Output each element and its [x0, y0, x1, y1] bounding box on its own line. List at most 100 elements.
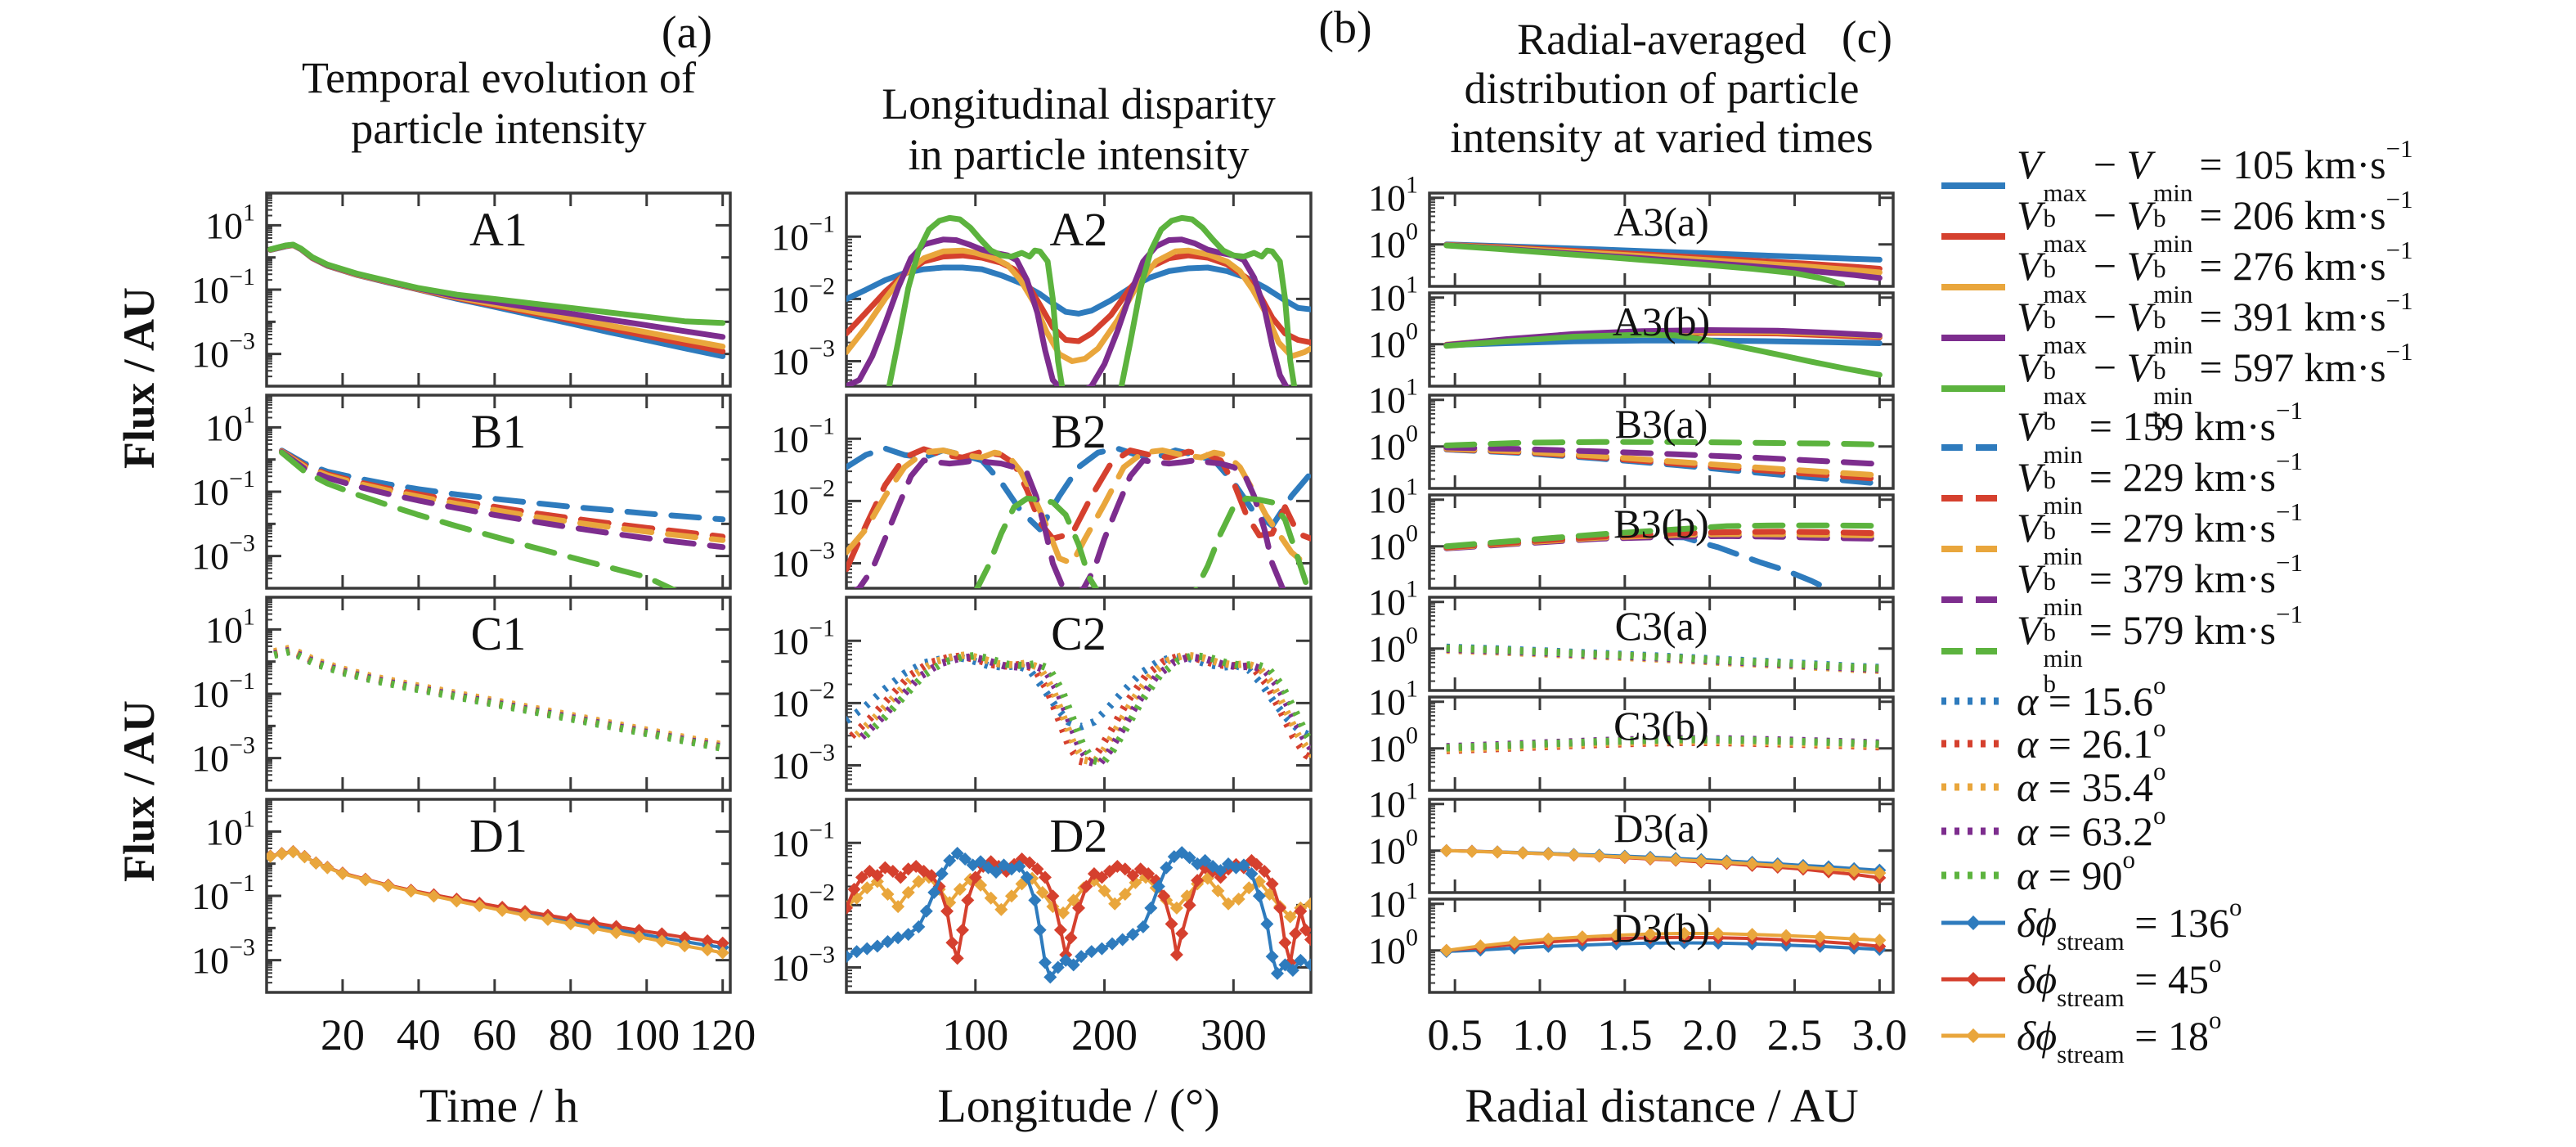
title-column-b: Longitudinal disparity in particle inten…	[801, 79, 1357, 180]
legend-sample-marker-icon	[1941, 972, 2005, 987]
xtick-label-c-2: 1.5	[1597, 1010, 1653, 1059]
ytick-label: 10−1	[771, 412, 835, 460]
series-A1-green	[267, 241, 726, 326]
legend-entry-11: α = 26.1o	[1940, 713, 2166, 769]
panel-D1-chart: 101 10−1 10−3 D1	[191, 798, 732, 994]
panel-label-D3a: D3(a)	[1613, 805, 1709, 851]
ytick-label: 100	[1368, 520, 1418, 568]
xtick-label-a-1: 40	[396, 1010, 441, 1059]
legend-entry-14: α = 90o	[1940, 845, 2135, 901]
ytick-label: 101	[1368, 474, 1418, 521]
xtick-label-b-0: 100	[942, 1010, 1009, 1059]
panel-label-B3b: B3(b)	[1613, 501, 1709, 547]
series-B1-green	[279, 449, 678, 588]
panel-group-label-b: (b)	[1318, 2, 1372, 53]
ytick-label: 101	[205, 199, 255, 246]
ytick-label: 10−3	[191, 732, 255, 780]
panel-B2-chart: 10−1 10−2 10−3 B2	[771, 394, 1313, 590]
title-b-line1: Longitudinal disparity	[882, 79, 1276, 128]
panel-label-B3a: B3(a)	[1615, 401, 1708, 447]
ytick-label: 10−3	[771, 335, 835, 383]
panel-label-B2: B2	[1051, 405, 1106, 458]
series-A2-purple	[846, 236, 1290, 386]
legend-label-10: α = 15.6o	[2017, 671, 2166, 724]
legend-entry-12: α = 35.4o	[1940, 757, 2166, 812]
legend-label-12: α = 35.4o	[2017, 757, 2166, 810]
ytick-label: 10−2	[771, 272, 835, 320]
series-C3b-green	[1446, 735, 1880, 752]
legend-sample-dashed-icon	[1941, 596, 2005, 603]
xtick-label-c-0: 0.5	[1427, 1010, 1483, 1059]
ytick-label: 101	[1368, 272, 1418, 319]
legend-sample-solid-icon	[1941, 385, 2005, 392]
xtick-label-a-2: 60	[472, 1010, 517, 1059]
panel-D2-chart: 10−1 10−2 10−3 D2	[771, 798, 1313, 994]
panel-label-D3b: D3(b)	[1613, 905, 1710, 951]
legend-entry-15: δϕstream = 136o	[1940, 893, 2242, 956]
series-B2-purple	[853, 457, 1288, 588]
xtick-label-b-1: 200	[1071, 1010, 1138, 1059]
series-B3a-purple	[1443, 444, 1883, 467]
panel-label-B1: B1	[471, 405, 527, 458]
legend-sample-dashed-icon	[1941, 495, 2005, 502]
series-B3a-orange	[1443, 445, 1883, 479]
ytick-label: 10−3	[771, 538, 835, 585]
legend-entry-10: α = 15.6o	[1940, 671, 2166, 726]
panel-group-label-c: (c)	[1841, 12, 1893, 63]
panel-label-C2: C2	[1051, 607, 1106, 660]
legend-sample-dashed-icon	[1941, 648, 2005, 654]
ytick-label: 101	[205, 805, 255, 852]
legend-sample-dotted-icon	[1941, 871, 2005, 879]
series-B2-orange	[846, 448, 1311, 569]
ytick-label: 101	[205, 603, 255, 650]
xtick-label-c-5: 3.0	[1851, 1010, 1908, 1059]
legend-sample-dotted-icon	[1941, 827, 2005, 835]
series-A3a-green	[1443, 242, 1846, 286]
legend-sample-dotted-icon	[1941, 697, 2005, 705]
panel-label-A3a: A3(a)	[1613, 199, 1709, 245]
title-c-line1: Radial-averaged	[1517, 15, 1806, 64]
legend-entry-17: δϕstream = 18o	[1940, 1007, 2221, 1067]
x-axis-label-radial-distance: Radial distance / AU	[1465, 1079, 1859, 1132]
panel-label-D2: D2	[1050, 809, 1108, 862]
legend-label-11: α = 26.1o	[2017, 713, 2166, 767]
legend-label-14: α = 90o	[2017, 845, 2135, 898]
legend-entry-13: α = 63.2o	[1940, 801, 2166, 857]
ytick-label: 10−2	[771, 475, 835, 522]
legend-sample-marker-icon	[1941, 915, 2005, 930]
legend-label-15: δϕstream = 136o	[2017, 893, 2242, 956]
title-a-line1: Temporal evolution of	[301, 53, 697, 102]
legend-sample-dashed-icon	[1941, 546, 2005, 552]
xtick-label-a-0: 20	[320, 1010, 365, 1059]
ytick-label: 10−1	[771, 210, 835, 258]
legend-sample-solid-icon	[1941, 335, 2005, 341]
series-A3b-green	[1443, 331, 1883, 378]
panel-group-label-a: (a)	[661, 7, 713, 58]
ytick-label: 10−3	[771, 740, 835, 787]
panel-A2-chart: 10−1 10−2 10−3 A2	[771, 191, 1313, 388]
legend-sample-solid-icon	[1941, 233, 2005, 240]
ytick-label: 101	[1368, 778, 1418, 825]
ytick-label: 101	[1368, 878, 1418, 925]
panel-A1-chart: 101 10−1 10−3 A1	[191, 191, 732, 388]
legend-label-13: α = 63.2o	[2017, 801, 2166, 854]
panel-label-D1: D1	[469, 809, 527, 862]
